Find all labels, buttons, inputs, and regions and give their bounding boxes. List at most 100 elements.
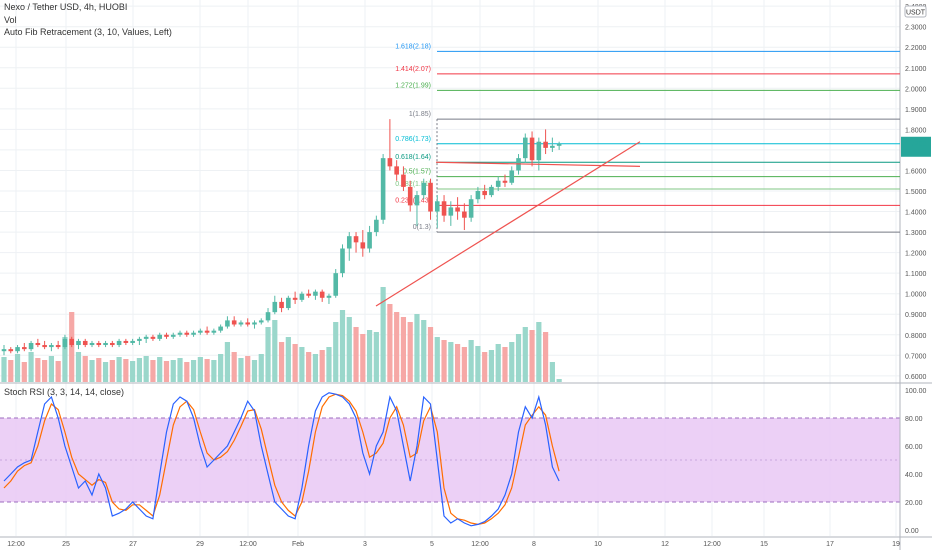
time-tick-label: 3 xyxy=(363,541,367,548)
candle-body xyxy=(15,347,20,352)
candle-body xyxy=(401,174,406,187)
time-tick-label: 12:00 xyxy=(7,541,25,548)
time-tick-label: 27 xyxy=(129,541,137,548)
price-tick-label: 0.7000 xyxy=(905,353,927,360)
volume-bar xyxy=(299,347,305,382)
volume-bar xyxy=(285,337,291,382)
volume-bar xyxy=(265,327,271,382)
candle-body xyxy=(407,186,413,206)
candle-body xyxy=(475,191,481,200)
candle-body xyxy=(258,320,264,323)
stoch-rsi-k-line xyxy=(3,392,560,527)
candle-body xyxy=(462,211,467,218)
price-tick-label: 0.9000 xyxy=(905,312,927,319)
volume-bar xyxy=(218,354,224,382)
price-tick-label: 1.1000 xyxy=(905,271,927,278)
fib-legend: Auto Fib Retracement (3, 10, Values, Lef… xyxy=(4,27,172,37)
volume-bar xyxy=(346,317,352,382)
volume-bar xyxy=(42,360,48,382)
candle-body xyxy=(299,293,305,300)
volume-bar xyxy=(96,358,102,382)
volume-bar xyxy=(123,359,129,382)
volume-bar xyxy=(258,354,264,382)
candle-body xyxy=(49,345,54,348)
candle-body xyxy=(103,342,108,346)
volume-bar xyxy=(468,340,474,382)
volume-bar xyxy=(515,334,522,382)
candle-body xyxy=(137,338,142,341)
candle-body xyxy=(96,342,102,346)
volume-bar xyxy=(543,332,549,382)
volume-bar xyxy=(272,320,278,382)
candle-body xyxy=(543,141,548,148)
currency-badge-label: USDT xyxy=(906,10,926,17)
candle-body xyxy=(367,232,372,249)
candle-body xyxy=(319,291,325,298)
volume-bar xyxy=(136,358,142,382)
volume-bar xyxy=(251,360,258,382)
volume-bar xyxy=(62,337,68,382)
volume-bar xyxy=(1,357,7,382)
candle-body xyxy=(218,326,223,331)
price-tick-label: 1.0000 xyxy=(905,292,927,299)
price-tick-label: 1.2000 xyxy=(905,251,927,258)
volume-bar xyxy=(394,312,400,382)
volume-bar xyxy=(102,362,109,382)
price-tick-label: 1.4000 xyxy=(905,210,927,217)
candle-body xyxy=(489,186,494,196)
volume-bar xyxy=(130,361,136,382)
candle-body xyxy=(123,340,129,343)
volume-bar xyxy=(28,352,34,382)
rsi-tick-label: 100.00 xyxy=(905,388,927,395)
time-tick-label: 12:00 xyxy=(703,541,721,548)
horizontal-resistance-line xyxy=(435,161,641,167)
candle-body xyxy=(286,297,291,309)
candle-body xyxy=(252,322,257,325)
rsi-tick-label: 60.00 xyxy=(905,444,923,451)
volume-bar xyxy=(150,360,156,382)
candle-body xyxy=(374,219,379,233)
candle-body xyxy=(143,336,149,339)
candle-body xyxy=(340,248,345,274)
price-tick-label: 1.8000 xyxy=(905,127,927,134)
candle-body xyxy=(198,330,203,333)
candle-body xyxy=(441,201,447,216)
volume-bar xyxy=(326,347,332,382)
candle-body xyxy=(272,301,278,313)
candle-body xyxy=(387,158,393,167)
rsi-tick-label: 80.00 xyxy=(905,416,923,423)
time-tick-label: 10 xyxy=(594,541,602,548)
volume-bar xyxy=(400,317,407,382)
time-tick-label: 19 xyxy=(892,541,900,548)
volume-bar xyxy=(434,337,440,382)
volume-bar xyxy=(448,342,454,382)
candle-body xyxy=(313,291,318,296)
candle-body xyxy=(333,273,339,296)
fib-level-label: 1.618(2.18) xyxy=(395,43,431,50)
time-tick-label: 17 xyxy=(826,541,834,548)
candle-body xyxy=(211,330,217,333)
volume-bar xyxy=(373,332,379,382)
time-tick-label: 8 xyxy=(532,541,536,548)
time-tick-label: 12:00 xyxy=(471,541,489,548)
candle-body xyxy=(306,293,311,296)
volume-bar xyxy=(170,360,176,382)
volume-bar xyxy=(75,352,82,382)
volume-bar xyxy=(360,334,366,382)
symbol-legend: Nexo / Tether USD, 4h, HUOBI xyxy=(4,2,128,12)
volume-bar xyxy=(82,356,88,382)
candle-body xyxy=(231,320,237,325)
candle-body xyxy=(35,342,41,346)
volume-bar xyxy=(333,322,339,382)
volume-bar xyxy=(339,310,346,382)
candle-body xyxy=(150,336,156,339)
volume-bar xyxy=(48,356,54,382)
volume-bar xyxy=(475,346,481,382)
volume-bar xyxy=(89,360,95,382)
fib-level-label: 1(1.85) xyxy=(409,111,431,118)
volume-bar xyxy=(21,362,27,382)
stoch-rsi-legend: Stoch RSI (3, 3, 14, 14, close) xyxy=(4,387,125,397)
candle-body xyxy=(69,338,74,346)
